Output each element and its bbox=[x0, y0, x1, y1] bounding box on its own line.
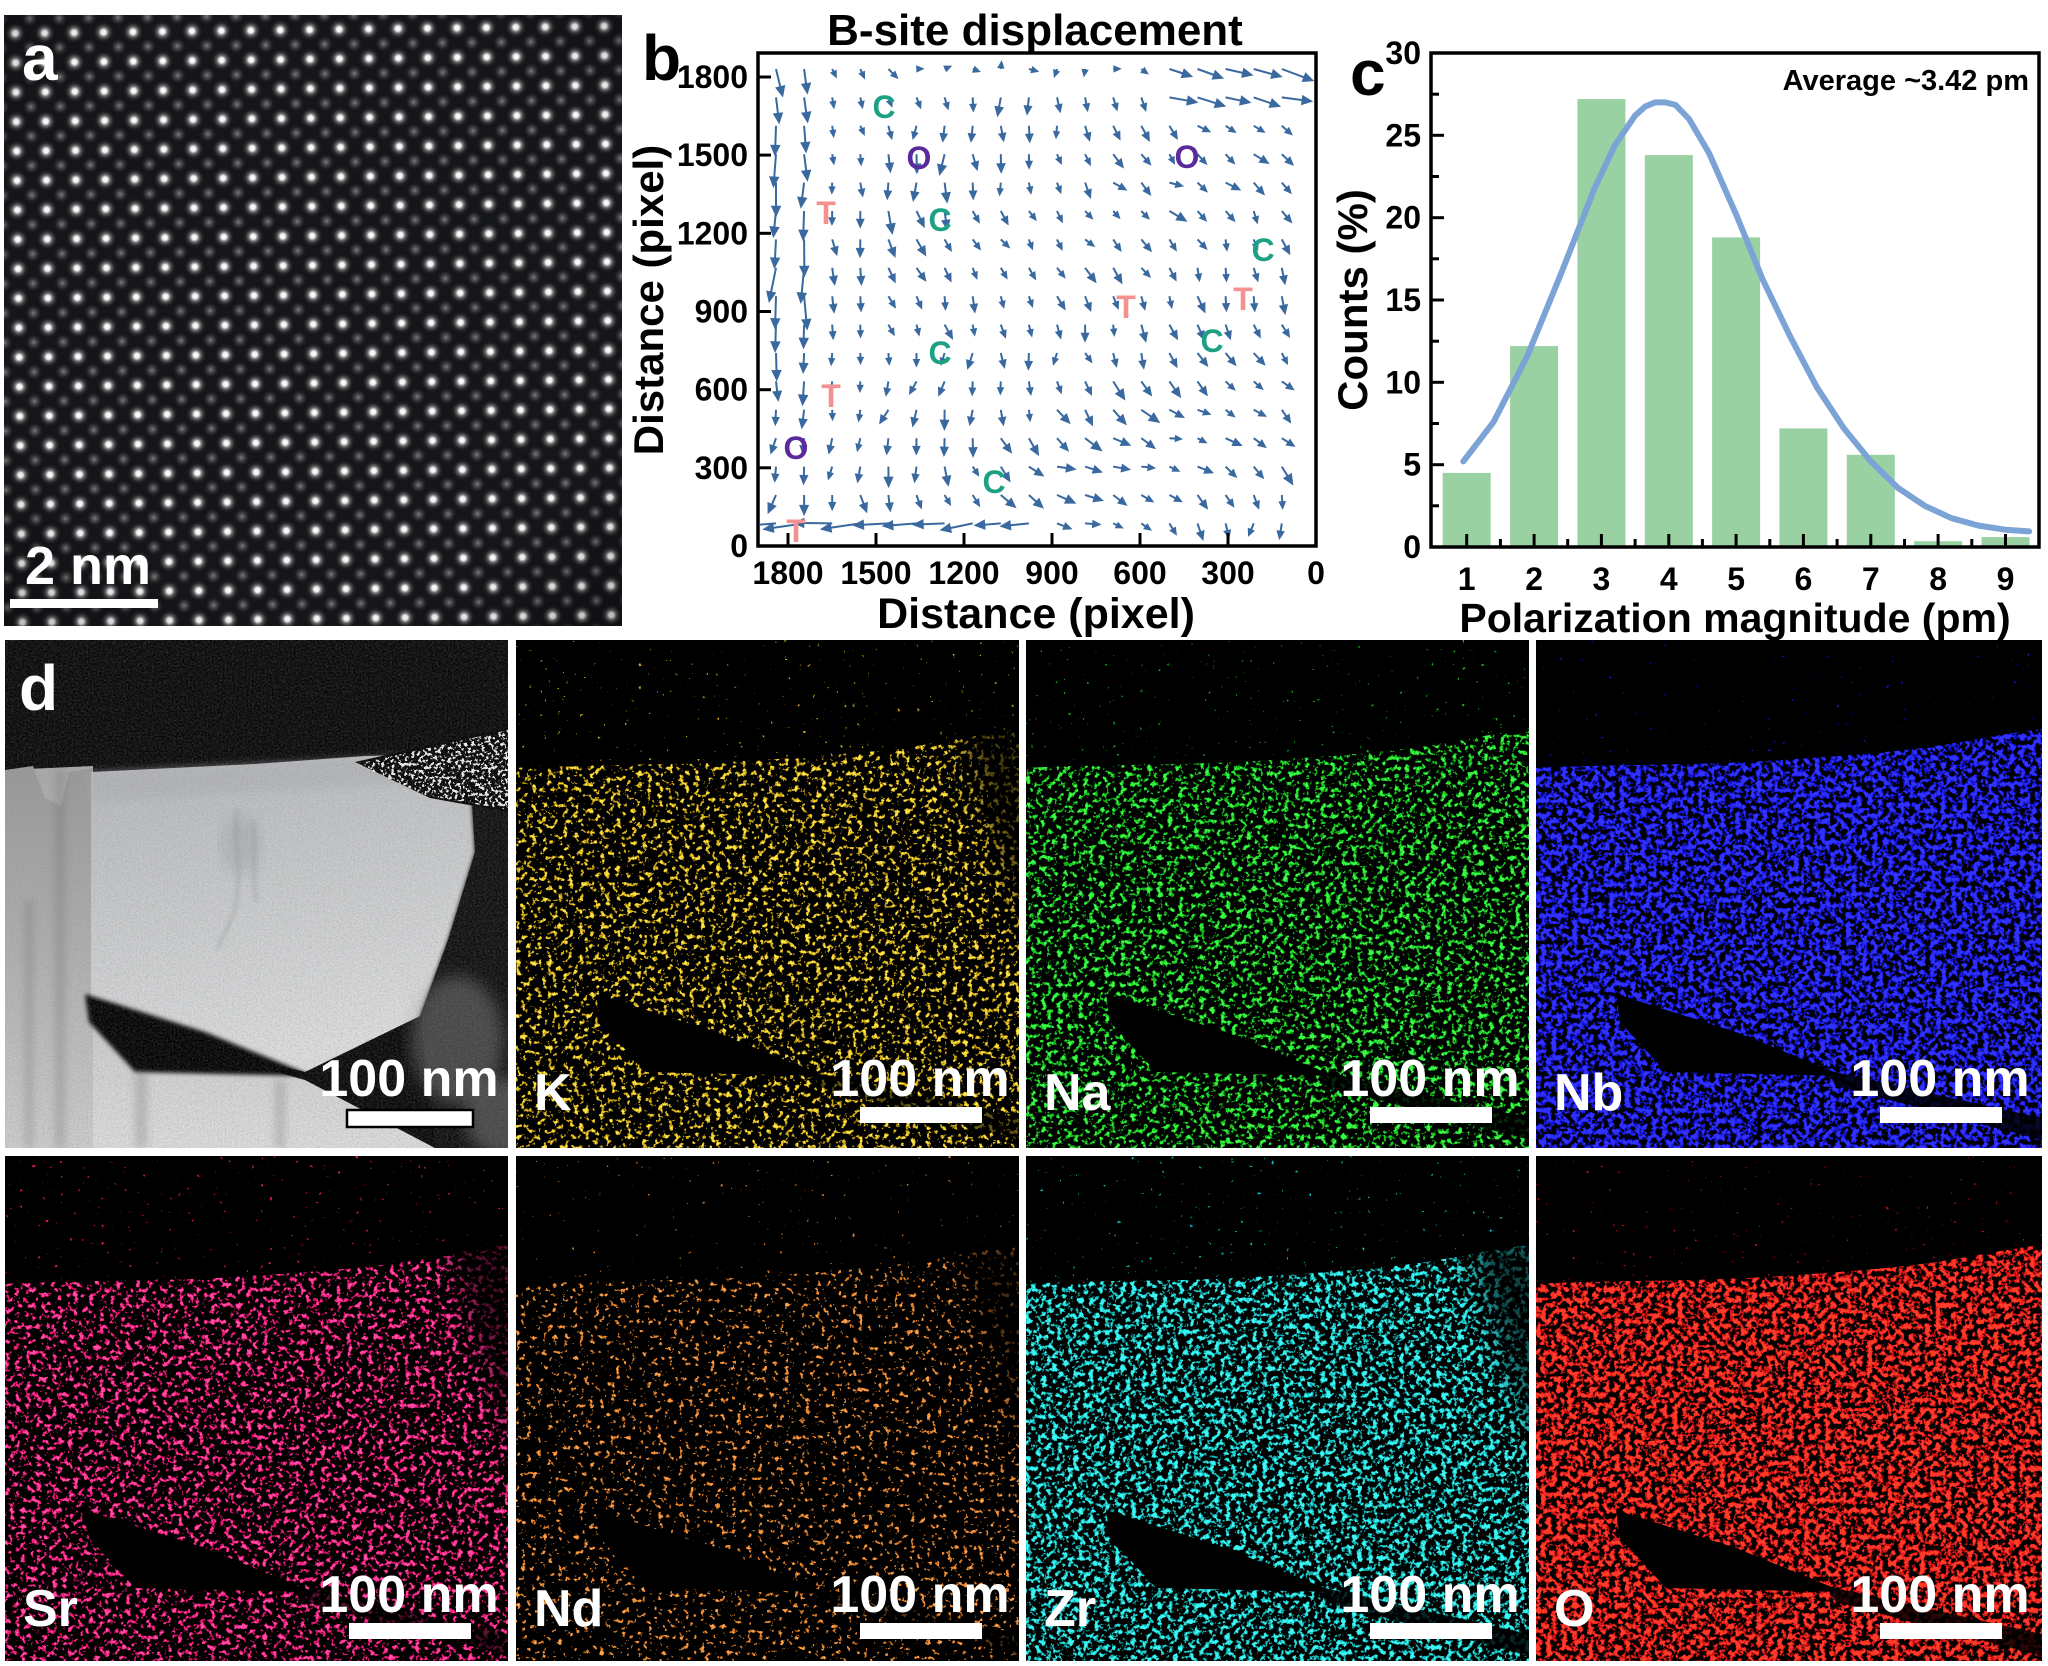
svg-text:5: 5 bbox=[1727, 561, 1745, 597]
svg-text:d: d bbox=[19, 652, 58, 724]
svg-text:c: c bbox=[1350, 37, 1386, 109]
svg-text:1800: 1800 bbox=[752, 555, 823, 591]
svg-text:600: 600 bbox=[1113, 555, 1166, 591]
svg-text:O: O bbox=[1175, 139, 1200, 175]
svg-text:25: 25 bbox=[1385, 117, 1421, 153]
svg-text:900: 900 bbox=[695, 294, 748, 330]
svg-text:100 nm: 100 nm bbox=[1850, 1566, 2029, 1624]
svg-text:C: C bbox=[928, 202, 951, 238]
svg-text:O: O bbox=[907, 140, 932, 176]
svg-text:T: T bbox=[821, 378, 841, 414]
svg-text:T: T bbox=[1116, 289, 1136, 325]
svg-text:30: 30 bbox=[1385, 35, 1421, 71]
svg-text:O: O bbox=[784, 430, 809, 466]
svg-text:Na: Na bbox=[1044, 1064, 1112, 1122]
svg-text:8: 8 bbox=[1929, 561, 1947, 597]
svg-text:1200: 1200 bbox=[928, 555, 999, 591]
svg-text:C: C bbox=[1200, 323, 1223, 359]
svg-text:C: C bbox=[928, 335, 951, 371]
svg-text:0: 0 bbox=[730, 528, 748, 564]
svg-text:a: a bbox=[22, 22, 58, 94]
svg-text:T: T bbox=[816, 195, 836, 231]
svg-text:0: 0 bbox=[1307, 555, 1325, 591]
svg-text:B-site displacement: B-site displacement bbox=[827, 6, 1243, 55]
svg-text:600: 600 bbox=[695, 372, 748, 408]
svg-text:Polarization magnitude (pm): Polarization magnitude (pm) bbox=[1459, 595, 2010, 641]
svg-text:900: 900 bbox=[1025, 555, 1078, 591]
svg-text:6: 6 bbox=[1795, 561, 1813, 597]
svg-text:10: 10 bbox=[1385, 364, 1421, 400]
svg-text:T: T bbox=[1233, 281, 1253, 317]
svg-text:100 nm: 100 nm bbox=[830, 1566, 1009, 1624]
svg-text:4: 4 bbox=[1660, 561, 1678, 597]
svg-text:2 nm: 2 nm bbox=[25, 536, 151, 596]
svg-text:Sr: Sr bbox=[23, 1580, 78, 1638]
svg-text:Nb: Nb bbox=[1554, 1064, 1623, 1122]
svg-text:100 nm: 100 nm bbox=[319, 1566, 498, 1624]
svg-text:2: 2 bbox=[1525, 561, 1543, 597]
svg-text:5: 5 bbox=[1403, 447, 1421, 483]
svg-text:100 nm: 100 nm bbox=[830, 1050, 1009, 1108]
svg-text:C: C bbox=[1251, 232, 1274, 268]
svg-text:1800: 1800 bbox=[677, 59, 748, 95]
svg-text:15: 15 bbox=[1385, 282, 1421, 318]
svg-text:Distance (pixel): Distance (pixel) bbox=[630, 145, 672, 455]
svg-text:1200: 1200 bbox=[677, 215, 748, 251]
svg-text:1500: 1500 bbox=[677, 137, 748, 173]
svg-text:Distance (pixel): Distance (pixel) bbox=[877, 590, 1195, 638]
svg-text:Counts (%): Counts (%) bbox=[1329, 189, 1376, 411]
svg-text:3: 3 bbox=[1593, 561, 1611, 597]
svg-text:300: 300 bbox=[695, 450, 748, 486]
svg-text:O: O bbox=[1554, 1580, 1594, 1638]
svg-text:T: T bbox=[786, 513, 806, 549]
svg-text:Average ~3.42 pm: Average ~3.42 pm bbox=[1783, 65, 2029, 97]
svg-text:300: 300 bbox=[1201, 555, 1254, 591]
svg-text:20: 20 bbox=[1385, 200, 1421, 236]
svg-text:1: 1 bbox=[1458, 561, 1476, 597]
svg-text:1500: 1500 bbox=[840, 555, 911, 591]
svg-text:b: b bbox=[642, 22, 681, 94]
svg-text:100 nm: 100 nm bbox=[1340, 1050, 1519, 1108]
svg-text:0: 0 bbox=[1403, 529, 1421, 565]
svg-text:C: C bbox=[872, 89, 895, 125]
svg-text:100 nm: 100 nm bbox=[1850, 1050, 2029, 1108]
svg-text:9: 9 bbox=[1997, 561, 2015, 597]
svg-text:C: C bbox=[982, 464, 1005, 500]
svg-text:Nd: Nd bbox=[534, 1580, 603, 1638]
svg-text:100 nm: 100 nm bbox=[319, 1050, 498, 1108]
svg-text:K: K bbox=[534, 1064, 572, 1122]
svg-text:100 nm: 100 nm bbox=[1340, 1566, 1519, 1624]
svg-text:Zr: Zr bbox=[1044, 1580, 1096, 1638]
svg-text:7: 7 bbox=[1862, 561, 1880, 597]
